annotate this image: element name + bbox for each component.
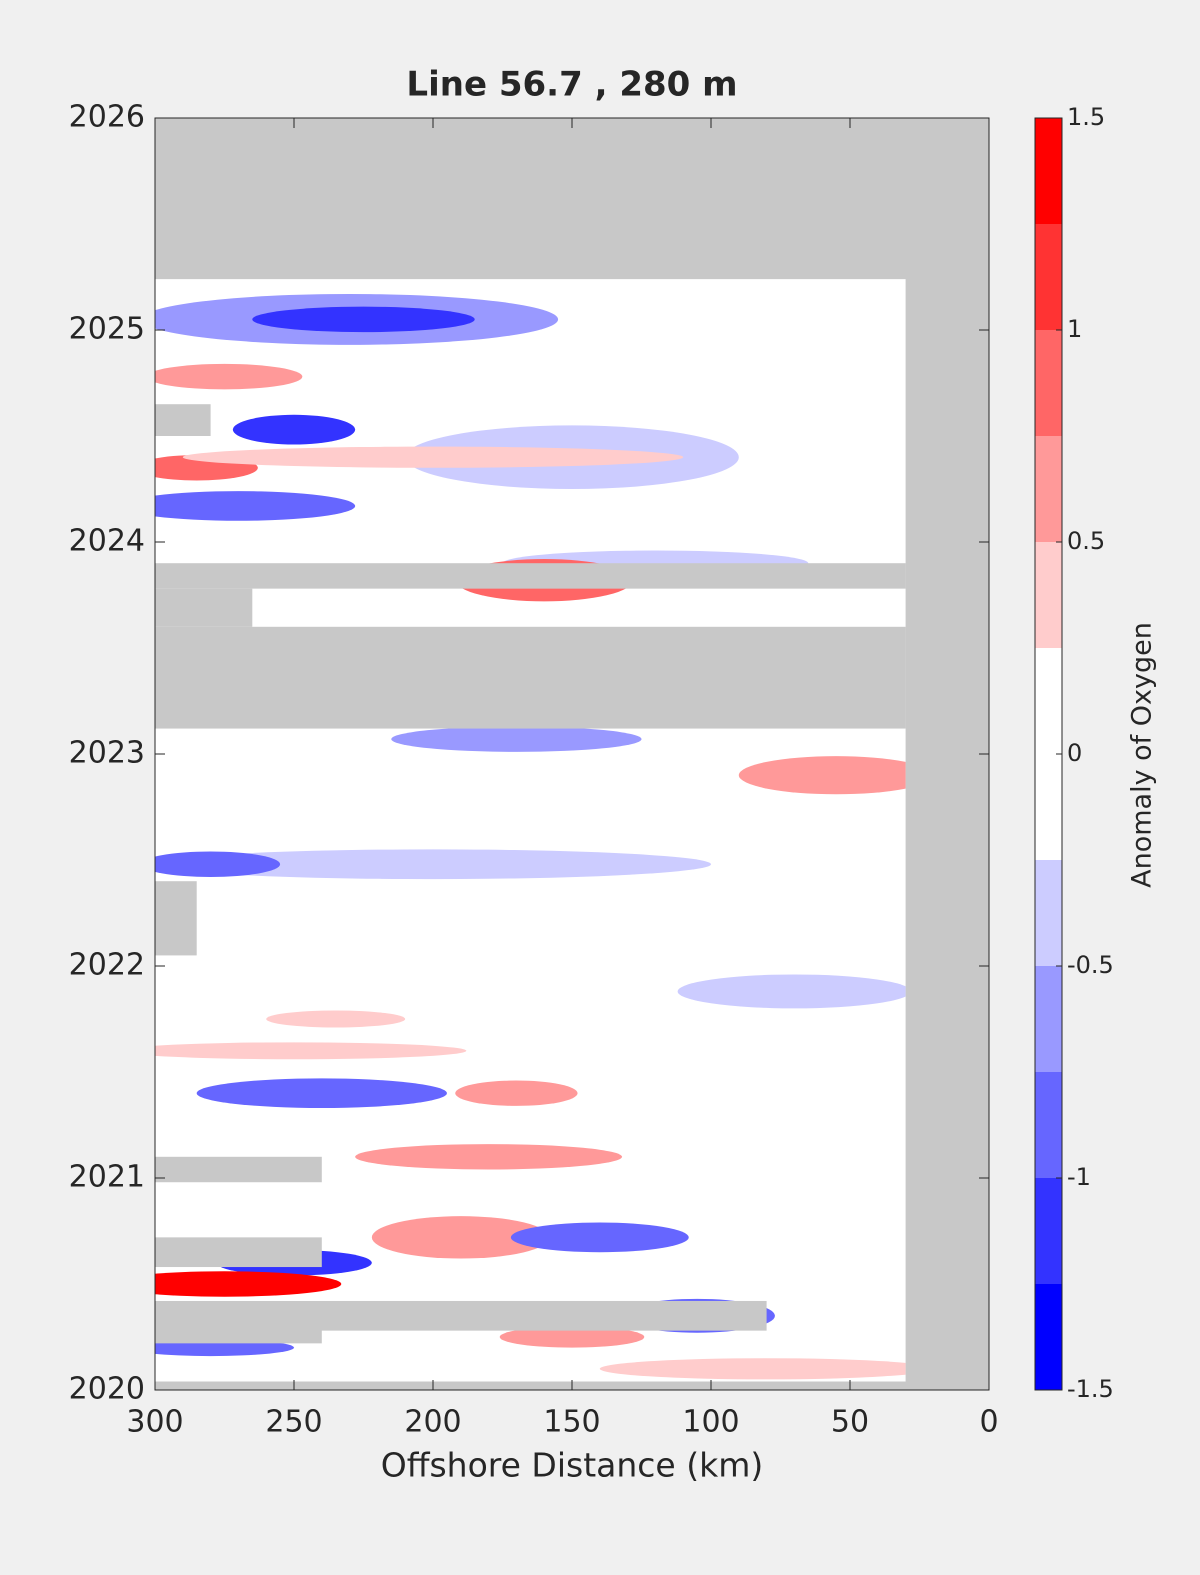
y-tick-label: 2022 xyxy=(69,948,145,983)
y-tick-label: 2025 xyxy=(69,312,145,347)
colorbar-bin xyxy=(1035,542,1062,648)
missing-region xyxy=(155,1237,322,1268)
contour-blob xyxy=(677,974,906,1009)
colorbar-tick-label: 0 xyxy=(1067,739,1082,767)
contour-blob xyxy=(155,491,356,521)
missing-region xyxy=(155,588,253,627)
contour-blob xyxy=(355,1144,623,1170)
colorbar-bin xyxy=(1035,754,1062,860)
missing-region xyxy=(155,881,197,956)
contour-blob xyxy=(232,414,356,445)
colorbar-bin xyxy=(1035,860,1062,966)
colorbar-tick-label: -1.5 xyxy=(1067,1375,1114,1403)
contour-blob xyxy=(155,1271,342,1297)
colorbar-tick-label: -0.5 xyxy=(1067,951,1114,979)
colorbar-bin xyxy=(1035,1178,1062,1284)
x-tick-label: 100 xyxy=(682,1405,739,1440)
colorbar-bin xyxy=(1035,966,1062,1072)
y-tick-label: 2024 xyxy=(69,524,145,559)
colorbar-bin xyxy=(1035,330,1062,436)
x-tick-label: 300 xyxy=(126,1405,183,1440)
contour-blob xyxy=(266,1010,406,1028)
missing-region xyxy=(155,1300,767,1331)
contour-blob xyxy=(599,1358,906,1380)
contour-blob xyxy=(510,1222,689,1253)
contour-blob xyxy=(182,446,684,468)
contour-blob xyxy=(196,1078,447,1109)
colorbar-bin xyxy=(1035,224,1062,330)
contour-blob xyxy=(371,1216,550,1259)
y-tick-label: 2023 xyxy=(69,736,145,771)
contour-blob xyxy=(455,1080,578,1106)
colorbar-tick-label: 1 xyxy=(1067,315,1082,343)
contour-blob xyxy=(155,1339,294,1357)
contour-blob xyxy=(155,851,281,877)
colorbar-label: Anomaly of Oxygen xyxy=(1127,622,1158,888)
x-tick-label: 0 xyxy=(979,1405,998,1440)
contour-blob xyxy=(155,1042,467,1060)
missing-region xyxy=(155,1156,322,1183)
contour-blob xyxy=(155,363,303,390)
y-tick-label: 2026 xyxy=(69,100,145,135)
colorbar-bin xyxy=(1035,118,1062,224)
missing-region xyxy=(155,404,211,436)
chart-title: Line 56.7 , 280 m xyxy=(406,65,737,105)
y-tick-label: 2021 xyxy=(69,1160,145,1195)
colorbar-tick-label: -1 xyxy=(1067,1163,1091,1191)
contour-blob xyxy=(738,756,906,795)
colorbar-bin xyxy=(1035,648,1062,754)
missing-region xyxy=(155,1326,322,1344)
colorbar-bin xyxy=(1035,436,1062,542)
contour-blob xyxy=(155,849,711,880)
missing-region xyxy=(155,563,906,589)
x-tick-label: 200 xyxy=(404,1405,461,1440)
colorbar-tick-label: 0.5 xyxy=(1067,527,1105,555)
contour-blob xyxy=(252,306,475,333)
x-tick-label: 250 xyxy=(265,1405,322,1440)
contour-blob xyxy=(391,726,642,752)
x-tick-label: 50 xyxy=(831,1405,869,1440)
missing-region xyxy=(155,626,906,729)
colorbar-bin xyxy=(1035,1284,1062,1390)
contour-blob xyxy=(499,1326,645,1348)
colorbar-tick-label: 1.5 xyxy=(1067,103,1105,131)
x-axis-label: Offshore Distance (km) xyxy=(381,1446,763,1485)
colorbar-bin xyxy=(1035,1072,1062,1178)
x-tick-label: 150 xyxy=(543,1405,600,1440)
y-tick-label: 2020 xyxy=(69,1372,145,1407)
